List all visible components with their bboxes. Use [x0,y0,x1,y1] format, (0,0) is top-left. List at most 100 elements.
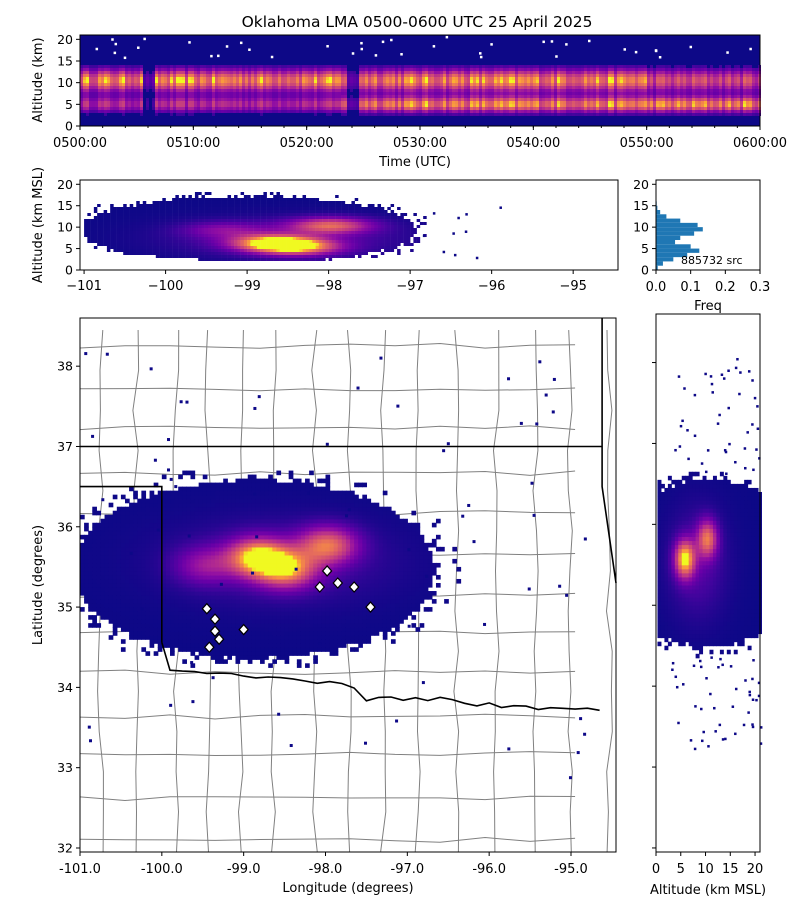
time-altitude-cell [422,98,425,101]
time-altitude-cell [431,107,434,110]
time-altitude-cell [215,95,218,98]
time-altitude-cell [245,68,248,71]
time-altitude-cell [656,95,659,98]
time-altitude-cell [455,104,458,107]
time-altitude-cell [542,98,545,101]
time-altitude-cell [140,107,143,110]
time-altitude-cell [104,98,107,101]
time-altitude-cell [218,65,221,68]
longitude-altitude-cell [204,225,209,228]
time-altitude-cell [494,68,497,71]
time-altitude-cell [293,101,296,104]
longitude-altitude-cell [217,204,222,207]
time-altitude-cell [737,71,740,74]
time-altitude-cell [344,68,347,71]
time-altitude-cell [440,107,443,110]
time-altitude-cell [650,65,653,68]
time-altitude-cell [269,68,272,71]
time-altitude-cell [398,83,401,86]
time-altitude-cell [257,86,260,89]
time-altitude-cell [593,92,596,95]
time-altitude-cell [506,101,509,104]
time-altitude-cell [716,68,719,71]
time-altitude-cell [719,98,722,101]
longitude-altitude-cell [175,231,179,234]
longitude-altitude-cell [149,246,153,249]
longitude-altitude-cell [139,216,144,219]
time-altitude-cell [398,86,401,89]
time-altitude-cell [224,65,227,68]
time-altitude-cell [719,95,722,98]
time-altitude-cell [137,110,140,113]
time-altitude-cell [506,89,509,92]
time-altitude-cell [539,110,542,113]
longitude-altitude-cell [227,216,232,219]
time-altitude-cell [449,110,452,113]
time-altitude-cell [221,77,224,80]
time-altitude-cell [641,77,644,80]
time-altitude-cell [164,74,167,77]
time-altitude-cell [344,101,347,104]
time-altitude-cell [296,95,299,98]
time-altitude-cell [230,65,233,68]
longitude-altitude-cell [165,228,170,231]
time-altitude-cell [230,104,233,107]
longitude-altitude-cell [185,213,189,216]
time-altitude-cell [86,98,89,101]
time-altitude-cell [107,68,110,71]
time-altitude-cell [128,101,131,104]
time-altitude-cell [287,86,290,89]
time-altitude-cell [689,86,692,89]
longitude-altitude-cell [279,216,284,219]
time-altitude-cell [527,104,530,107]
time-altitude-cell [119,92,122,95]
time-altitude-cell [533,80,536,83]
time-altitude-cell [386,68,389,71]
time-altitude-cell [548,110,551,113]
time-altitude-cell [548,98,551,101]
longitude-altitude-cell [279,210,284,213]
time-altitude-cell [722,113,725,116]
time-altitude-cell [743,110,746,113]
time-altitude-cell [458,68,461,71]
longitude-altitude-cell [97,219,101,222]
longitude-altitude-cell [181,204,186,207]
longitude-altitude-cell [260,231,264,234]
longitude-altitude-cell [227,225,232,228]
longitude-altitude-cell [175,234,179,237]
time-altitude-cell [407,86,410,89]
time-altitude-cell [215,89,218,92]
time-altitude-cell [740,110,743,113]
longitude-altitude-cell [269,246,274,249]
longitude-altitude-cell [240,222,245,225]
longitude-altitude-cell [191,240,196,243]
time-altitude-cell [677,83,680,86]
time-altitude-cell [476,101,479,104]
time-altitude-cell [563,83,566,86]
time-altitude-cell [728,83,731,86]
longitude-altitude-cell [185,246,189,249]
time-altitude-cell [284,74,287,77]
time-altitude-cell [158,83,161,86]
time-altitude-cell [644,92,647,95]
time-altitude-cell [332,71,335,74]
longitude-altitude-cell [146,216,150,219]
time-altitude-cell [692,92,695,95]
time-altitude-cell [620,89,623,92]
longitude-altitude-cell [155,204,160,207]
longitude-altitude-cell [253,258,258,261]
time-altitude-cell [539,65,542,68]
time-altitude-cell [722,92,725,95]
time-altitude-cell [740,107,743,110]
time-altitude-cell [518,107,521,110]
time-altitude-cell [683,74,686,77]
time-altitude-cell [449,65,452,68]
time-altitude-cell [374,104,377,107]
longitude-altitude-cell [273,228,277,231]
time-altitude-cell [704,80,707,83]
time-altitude-cell [524,104,527,107]
time-altitude-cell [575,74,578,77]
time-altitude-cell [194,95,197,98]
time-altitude-cell [365,65,368,68]
longitude-altitude-cell [253,213,258,216]
